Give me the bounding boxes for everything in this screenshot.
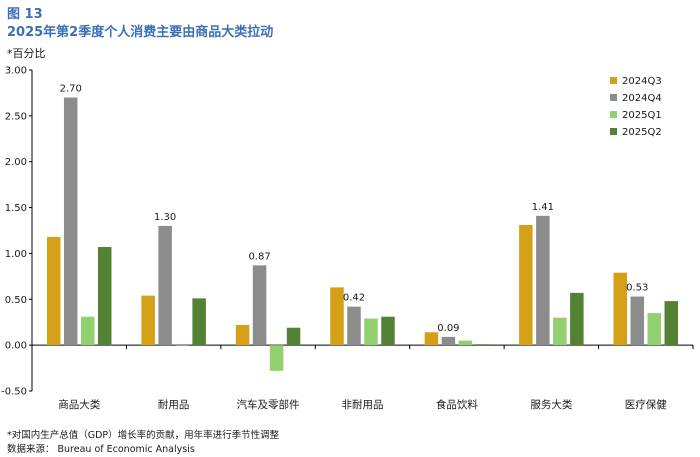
data-label: 1.41 [532, 202, 554, 213]
footnote: *对国内生产总值（GDP）增长率的贡献，用年率进行季节性调整 [7, 430, 280, 441]
bar [664, 301, 679, 346]
bar [269, 345, 284, 371]
bar [330, 287, 344, 346]
x-tick-label: 食品饮料 [436, 398, 478, 411]
legend-swatch [610, 94, 617, 101]
bar [286, 327, 301, 346]
data-label: 0.53 [626, 283, 648, 294]
x-tick-label: 汽车及零部件 [237, 398, 300, 411]
x-tick-label: 医疗保健 [625, 398, 667, 411]
x-tick-label: 耐用品 [158, 398, 190, 411]
bar [252, 265, 267, 346]
bar [158, 225, 172, 346]
bar [347, 306, 361, 346]
y-tick-label: 1.00 [5, 249, 27, 260]
legend-label: 2024Q3 [622, 76, 662, 87]
y-tick-label: 3.00 [5, 66, 27, 77]
bar [630, 296, 645, 346]
bar [424, 332, 439, 346]
bar [570, 292, 584, 346]
data-label: 1.30 [154, 212, 176, 223]
y-tick-label: 0.00 [5, 341, 27, 352]
bar [97, 247, 112, 346]
bar [647, 313, 662, 346]
legend-label: 2025Q1 [622, 110, 662, 121]
bar [235, 324, 250, 346]
bar [364, 318, 378, 346]
bar [458, 340, 473, 346]
y-tick-label: 2.00 [5, 157, 27, 168]
y-tick-label: 1.50 [5, 203, 27, 214]
bar [553, 317, 567, 346]
bar [441, 336, 456, 346]
source-note: 数据来源： Bureau of Economic Analysis [7, 444, 195, 455]
data-label: 2.70 [60, 84, 82, 95]
y-tick-label: -0.50 [1, 387, 27, 398]
bar [63, 97, 78, 346]
bar [519, 224, 533, 346]
bar [175, 345, 189, 346]
bar [46, 236, 61, 346]
x-tick-label: 非耐用品 [342, 398, 384, 411]
y-tick-label: 0.50 [5, 295, 27, 306]
bar [475, 344, 490, 346]
x-tick-label: 商品大类 [58, 398, 100, 411]
figure-label: 图 13 [7, 7, 43, 22]
data-label: 0.09 [437, 323, 459, 334]
unit-label: *百分比 [7, 47, 46, 60]
bar [613, 272, 628, 346]
chart-title: 2025年第2季度个人消费主要由商品大类拉动 [7, 25, 274, 40]
bar [141, 295, 155, 346]
legend-label: 2025Q2 [622, 127, 662, 138]
legend-label: 2024Q4 [622, 93, 662, 104]
x-tick-label: 服务大类 [530, 398, 572, 411]
data-label: 0.87 [248, 251, 270, 262]
legend-swatch [610, 77, 617, 84]
y-tick-label: 2.50 [5, 111, 27, 122]
bar [80, 316, 95, 346]
bar [536, 215, 550, 346]
legend-swatch [610, 111, 617, 118]
bar [381, 316, 395, 346]
data-label: 0.42 [343, 293, 365, 304]
bar-chart: 3.00 2.50 2.00 1.50 1.00 0.50 0.00 -0.50 商品大类 耐用品… [1, 66, 694, 411]
legend-swatch [610, 128, 617, 135]
bar [192, 298, 206, 346]
